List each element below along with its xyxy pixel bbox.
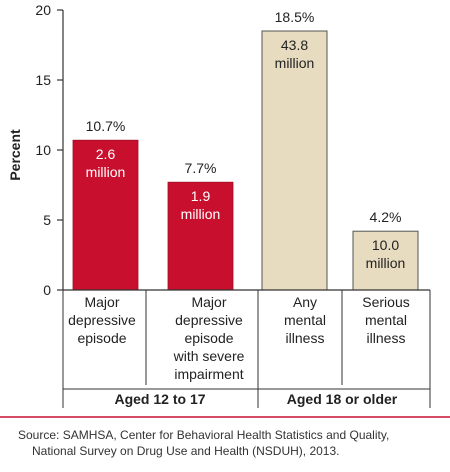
y-tick-label: 10 <box>35 142 51 158</box>
x-tick-label: Major <box>191 294 226 310</box>
x-tick-label: depressive <box>175 312 243 328</box>
source-line-2: National Survey on Drug Use and Health (… <box>32 444 340 458</box>
bar-count-label: million <box>366 255 406 271</box>
x-tick-label: illness <box>286 330 325 346</box>
bar-value-label: 18.5% <box>275 9 315 25</box>
x-tick-label: illness <box>367 330 406 346</box>
bar-count-label: 10.0 <box>372 237 399 253</box>
y-tick-label: 20 <box>35 2 51 18</box>
source-line-1: Source: SAMHSA, Center for Behavioral He… <box>18 428 390 442</box>
y-tick-label: 5 <box>43 212 51 228</box>
x-tick-label: depressive <box>68 312 136 328</box>
bar-value-label: 7.7% <box>185 160 217 176</box>
bar-count-label: million <box>275 55 315 71</box>
bar-count-label: million <box>181 206 221 222</box>
x-tick-label: with severe <box>173 348 245 364</box>
bars-layer: 10.7% 2.6 million 7.7% 1.9 million 18.5% 43.8 mi… <box>72 9 419 291</box>
x-tick-label: mental <box>365 312 407 328</box>
group-label: Aged 12 to 17 <box>114 391 205 407</box>
x-tick-label: mental <box>284 312 326 328</box>
bar-count-label: 1.9 <box>191 188 211 204</box>
x-axis: Major depressive episode Major depressive epi… <box>62 289 431 408</box>
x-tick-label: episode <box>184 330 233 346</box>
bar <box>72 139 139 291</box>
y-tick-label: 15 <box>35 72 51 88</box>
bar <box>261 30 328 291</box>
x-tick-label: Serious <box>362 294 409 310</box>
bar-count-label: 43.8 <box>281 37 308 53</box>
bar-count-label: million <box>86 164 126 180</box>
x-tick-label: Any <box>293 294 317 310</box>
x-tick-label: impairment <box>174 366 243 382</box>
x-tick-label: episode <box>77 330 126 346</box>
y-tick-label: 0 <box>43 282 51 298</box>
bar-count-label: 2.6 <box>96 146 116 162</box>
bar-value-label: 10.7% <box>86 118 126 134</box>
source-note: Source: SAMHSA, Center for Behavioral He… <box>18 427 438 459</box>
y-axis: 0 5 10 15 20 <box>35 2 64 298</box>
bar <box>352 230 419 291</box>
bar-value-label: 4.2% <box>370 209 402 225</box>
group-labels: Aged 12 to 17 Aged 18 or older <box>63 388 430 407</box>
group-label: Aged 18 or older <box>287 391 398 407</box>
y-axis-label: Percent <box>7 129 23 181</box>
x-tick-label: Major <box>84 294 119 310</box>
